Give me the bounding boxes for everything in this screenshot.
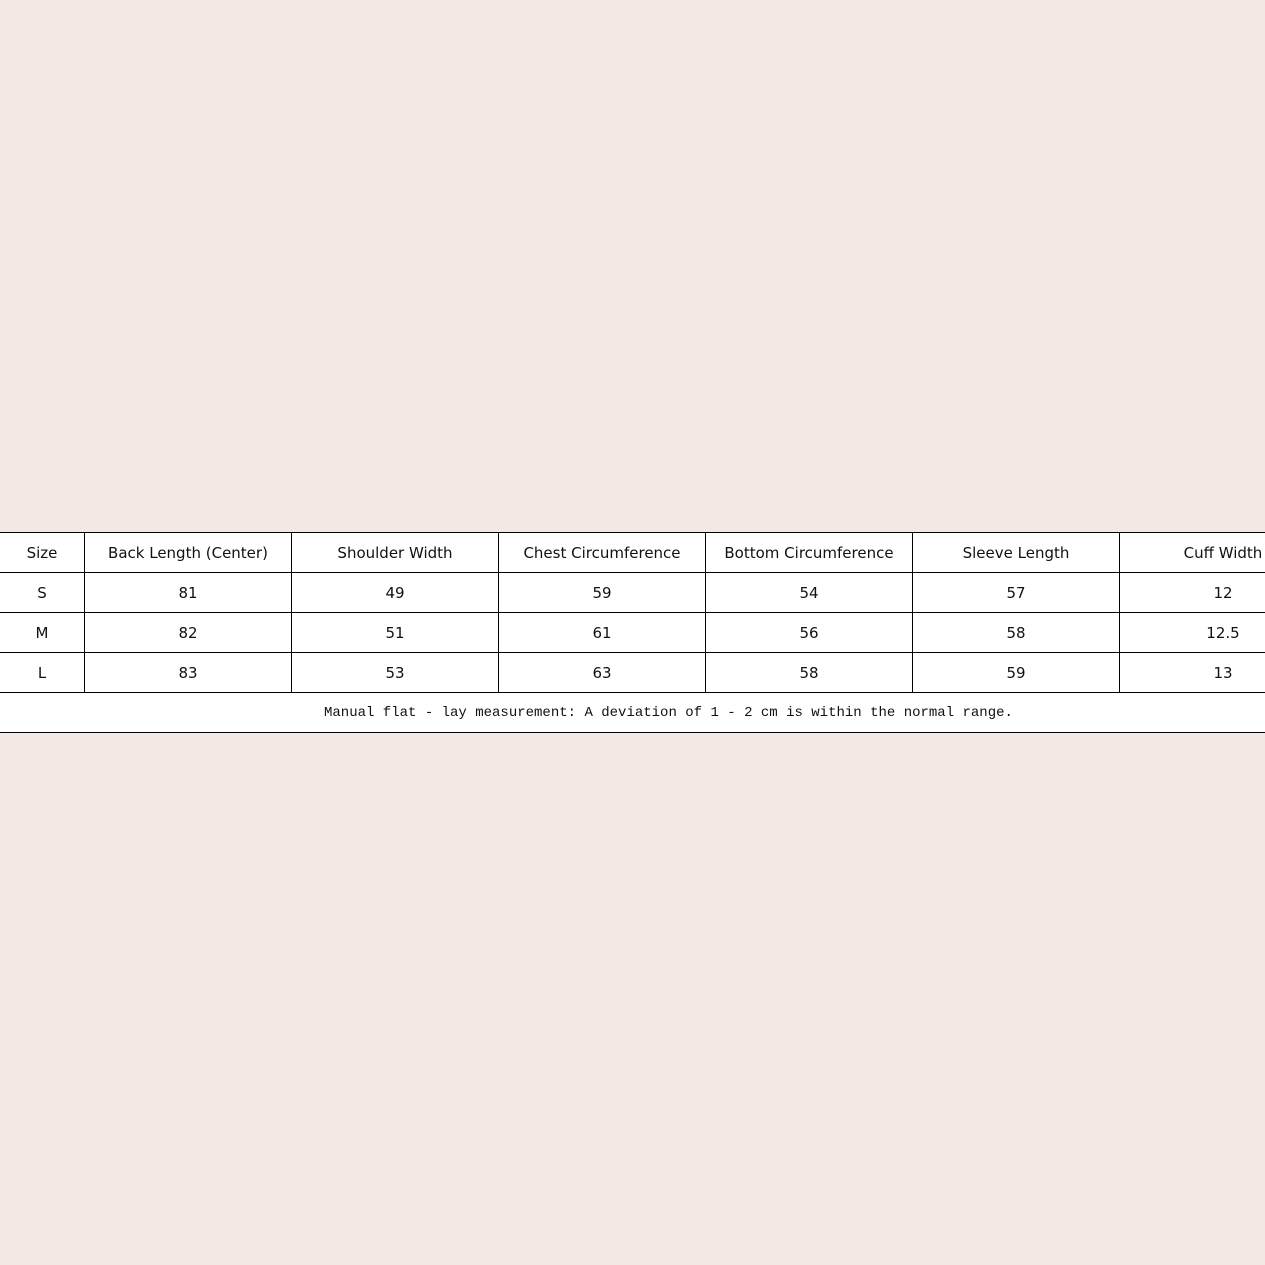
header-row-cell: Back Length (Center) [84,532,292,573]
table-row-cell: 12.5 [1119,612,1265,653]
table-row-cell: 53 [291,652,499,693]
table-row-cell: L [0,652,85,693]
measurement-note: Manual flat - lay measurement: A deviati… [0,692,1265,733]
table-row-cell: 82 [84,612,292,653]
table-row-cell: S [0,572,85,613]
header-row-cell: Sleeve Length [912,532,1120,573]
table-row-cell: 63 [498,652,706,693]
table-row: L 83 53 63 58 59 13 [0,652,1265,693]
table-row-cell: 12 [1119,572,1265,613]
header-row-cell: Size [0,532,85,573]
table-row-cell: M [0,612,85,653]
table-row-cell: 57 [912,572,1120,613]
header-row-cell: Shoulder Width [291,532,499,573]
table-row-cell: 54 [705,572,913,613]
table-row-cell: 61 [498,612,706,653]
table-row-cell: 13 [1119,652,1265,693]
table-row-cell: 58 [705,652,913,693]
table-row-cell: 58 [912,612,1120,653]
table-row-cell: 83 [84,652,292,693]
header-row: Size Back Length (Center) Shoulder Width Ch… [0,532,1265,573]
table-row: S 81 49 59 54 57 12 [0,572,1265,613]
header-row-cell: Bottom Circumference [705,532,913,573]
table-row-cell: 81 [84,572,292,613]
table-row-cell: 56 [705,612,913,653]
table-row-cell: 51 [291,612,499,653]
note-row: Manual flat - lay measurement: A deviati… [0,692,1265,733]
table-row: M 82 51 61 56 58 12.5 [0,612,1265,653]
header-row-cell: Chest Circumference [498,532,706,573]
table-row-cell: 49 [291,572,499,613]
size-chart-table: Size Back Length (Center) Shoulder Width Ch… [0,532,1265,733]
header-row-cell: Cuff Width [1119,532,1265,573]
table-row-cell: 59 [912,652,1120,693]
table-row-cell: 59 [498,572,706,613]
